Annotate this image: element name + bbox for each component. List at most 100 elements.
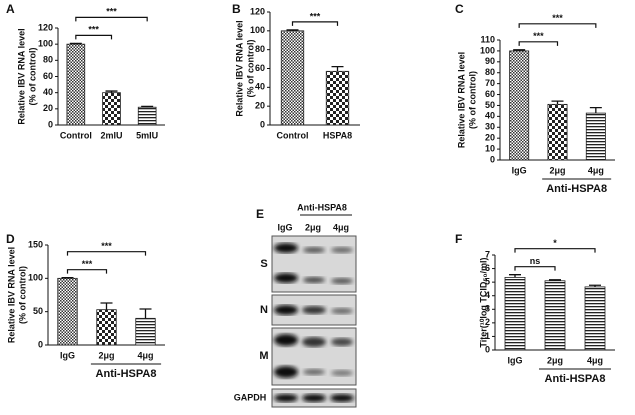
significance-bracket	[514, 248, 596, 253]
y-tick-label: 70	[485, 78, 495, 88]
bar	[280, 30, 305, 126]
group-label: Anti-HSPA8	[297, 202, 347, 212]
error-bar	[286, 29, 299, 31]
band	[330, 394, 354, 402]
y-tick-label: 80	[43, 55, 53, 65]
y-tick-label: 20	[255, 101, 265, 111]
blot-panel: E Anti-HSPA8 IgG 2μg 4μg S N M GAPDH	[234, 202, 357, 408]
x-tick-label: IgG	[60, 350, 75, 360]
error-bar	[331, 65, 344, 72]
y-tick-label: 40	[255, 82, 265, 92]
band-label: M	[259, 350, 268, 362]
y-tick-label: 6	[485, 263, 490, 273]
y-tick-label: 50	[485, 100, 495, 110]
y-tick-label: 7	[485, 249, 490, 259]
bar	[57, 277, 78, 346]
bar	[325, 70, 350, 126]
error-bar	[69, 42, 82, 45]
y-axis-label: (% of control)	[17, 266, 27, 324]
significance-bracket	[66, 269, 108, 274]
panel-letter: B	[232, 2, 241, 16]
significance-label: *	[553, 238, 557, 248]
band-label: S	[260, 258, 267, 270]
y-tick-label: 0	[485, 344, 490, 354]
y-tick-label: 100	[28, 273, 43, 283]
band	[274, 243, 298, 253]
x-tick-label: 5mIU	[136, 130, 158, 140]
error-bar	[139, 308, 152, 319]
band	[274, 305, 298, 315]
y-axis-label: Relative IBV RNA level	[16, 28, 26, 124]
x-tick-label: 4μg	[588, 165, 604, 175]
panel-letter: F	[455, 232, 462, 246]
x-tick-label: 2μg	[549, 165, 565, 175]
error-bar	[100, 302, 113, 310]
y-axis-label: Relative IBV RNA level	[6, 247, 16, 343]
band	[303, 247, 325, 253]
error-bar	[61, 277, 74, 279]
bar	[584, 286, 606, 351]
band	[274, 394, 298, 402]
y-tick-label: 150	[28, 239, 43, 249]
significance-label: ***	[310, 11, 321, 21]
error-bar	[509, 274, 521, 278]
significance-bracket	[75, 34, 113, 40]
group-label: Anti-HSPA8	[546, 183, 607, 195]
bar	[135, 317, 156, 346]
y-axis-label: (% of control)	[467, 71, 477, 129]
error-bar	[105, 90, 118, 93]
y-tick-label: 80	[255, 44, 265, 54]
y-tick-label: 120	[38, 22, 53, 32]
y-tick-label: 5	[485, 277, 490, 287]
significance-bracket	[518, 23, 597, 28]
y-axis-label: (% of control)	[245, 40, 255, 98]
y-tick-label: 20	[43, 103, 53, 113]
y-axis-label: Relative IBV RNA level	[456, 52, 466, 148]
y-tick-label: 0	[260, 119, 265, 129]
y-tick-label: 100	[250, 25, 265, 35]
x-tick-label: Control	[277, 130, 309, 140]
y-tick-label: 3	[485, 304, 490, 314]
band-label: N	[260, 304, 268, 316]
significance-bracket	[518, 41, 559, 46]
x-tick-label: 2μg	[98, 350, 114, 360]
y-tick-label: 0	[490, 154, 495, 164]
panel-letter: E	[256, 207, 264, 221]
y-tick-label: 60	[485, 89, 495, 99]
panel-letter: A	[6, 2, 15, 16]
band	[302, 394, 326, 402]
y-tick-label: 100	[38, 39, 53, 49]
y-tick-label: 110	[480, 34, 495, 44]
bar	[96, 309, 117, 346]
significance-bracket	[75, 16, 148, 22]
y-tick-label: 4	[485, 290, 490, 300]
band	[274, 334, 298, 346]
x-tick-label: 4μg	[137, 350, 153, 360]
y-tick-label: 40	[43, 87, 53, 97]
significance-bracket	[291, 21, 339, 26]
significance-label: ns	[530, 256, 541, 266]
y-tick-label: 120	[250, 6, 265, 16]
band	[331, 338, 353, 346]
bar	[66, 43, 86, 126]
y-axis-label: Titer(¹⁰log TCID₅₀/ml)	[478, 257, 488, 347]
x-tick-label: 2mIU	[100, 130, 122, 140]
x-tick-label: 4μg	[587, 355, 603, 365]
y-tick-label: 20	[485, 133, 495, 143]
significance-label: ***	[101, 241, 112, 251]
significance-label: ***	[82, 259, 93, 269]
y-axis-label: Relative IBV RNA level	[234, 20, 244, 116]
band	[302, 337, 326, 347]
bar	[509, 50, 530, 161]
error-bar	[589, 284, 601, 287]
error-bar	[549, 279, 561, 281]
band	[303, 277, 325, 283]
band	[274, 366, 298, 378]
y-tick-label: 2	[485, 317, 490, 327]
band	[331, 308, 353, 314]
significance-label: ***	[88, 25, 99, 35]
lane-label: 2μg	[305, 222, 321, 232]
y-tick-label: 60	[255, 63, 265, 73]
